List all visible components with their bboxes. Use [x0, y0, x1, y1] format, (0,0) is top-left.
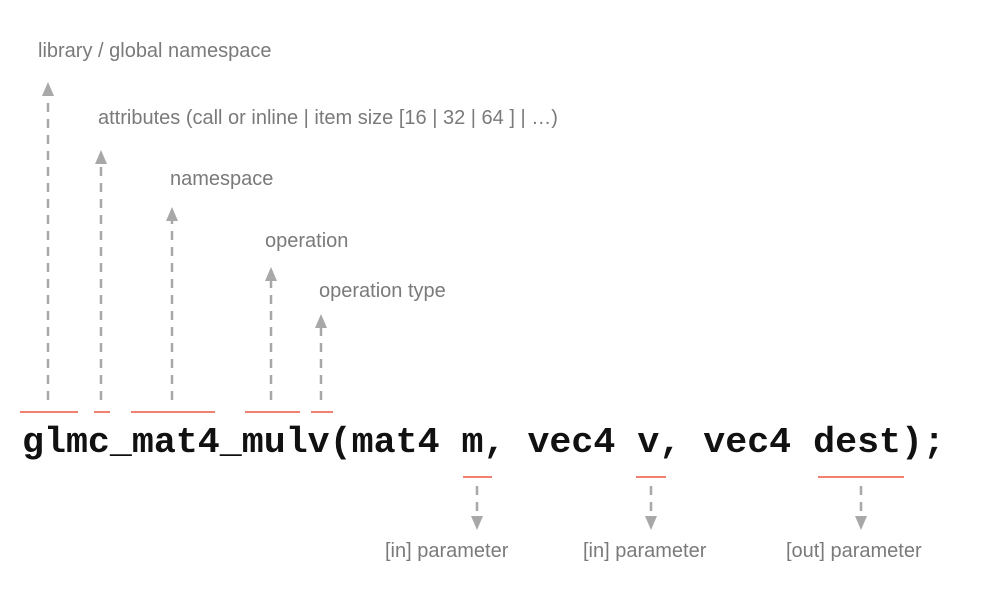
arrow-head-icon: [95, 150, 107, 164]
label-library: library / global namespace: [38, 40, 271, 62]
label-operation-type: operation type: [319, 280, 446, 302]
arrow-head-icon: [645, 516, 657, 530]
arrow-head-icon: [855, 516, 867, 530]
up-arrows: [42, 82, 327, 400]
arrow-head-icon: [315, 314, 327, 328]
arrow-head-icon: [166, 207, 178, 221]
arrow-head-icon: [471, 516, 483, 530]
arrow-head-icon: [42, 82, 54, 96]
function-signature: glmc_mat4_mulv(mat4 m, vec4 v, vec4 dest…: [22, 422, 945, 463]
down-arrows: [471, 486, 867, 530]
label-attributes: attributes (call or inline | item size […: [98, 107, 558, 129]
arrow-head-icon: [265, 267, 277, 281]
label-in-parameter-v: [in] parameter: [583, 540, 707, 562]
label-in-parameter-m: [in] parameter: [385, 540, 509, 562]
label-operation: operation: [265, 230, 348, 252]
label-namespace: namespace: [170, 168, 273, 190]
label-out-parameter: [out] parameter: [786, 540, 922, 562]
